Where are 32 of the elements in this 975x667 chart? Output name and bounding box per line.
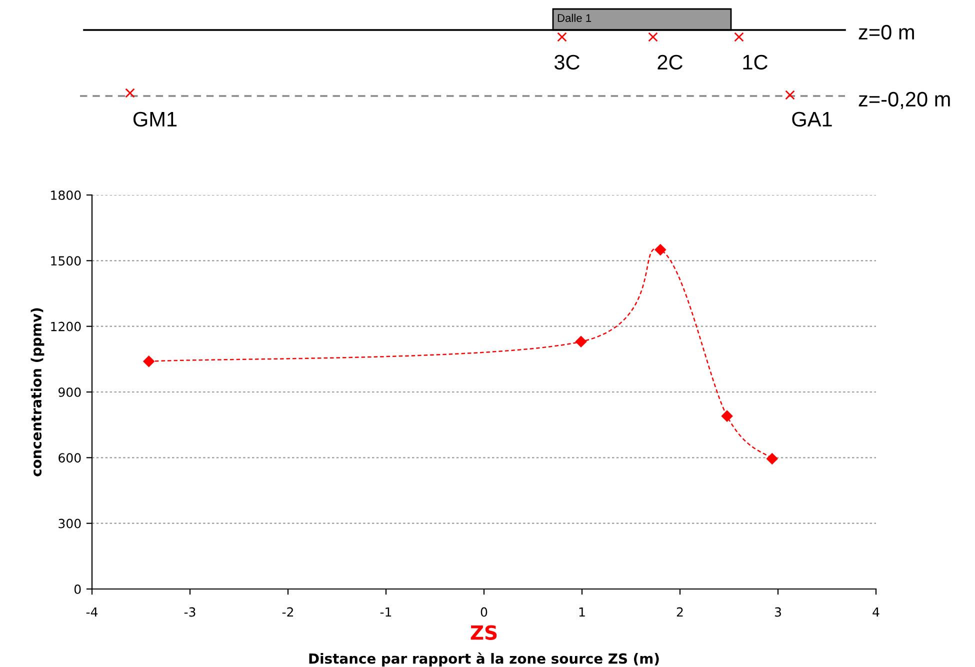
text: 2C (658, 54, 683, 70)
y-tick-label: 600 (58, 453, 81, 463)
text: GM1 (133, 112, 177, 127)
y-tick-label: 900 (58, 387, 81, 397)
point (654, 244, 666, 256)
y-tick-label: 300 (58, 518, 81, 528)
text: Dalle 1 (558, 14, 592, 22)
x-tick-label: 2 (676, 607, 683, 617)
y-tick-label: 0 (74, 584, 81, 594)
y-tick-label: 1500 (51, 256, 81, 266)
text: z=0 m (858, 24, 914, 40)
text: 1C (743, 54, 768, 70)
x-tick-label: -2 (282, 607, 293, 617)
x-axis-title: Distance par rapport à la zone source ZS (m) (309, 652, 659, 666)
x-tick-label: 4 (872, 607, 880, 617)
x-tick-label: 1 (579, 607, 585, 617)
point (766, 453, 778, 464)
point (721, 410, 733, 422)
text: 3C (554, 54, 580, 70)
point (575, 336, 587, 348)
x-tick-label: -4 (86, 607, 98, 617)
x-tick-label: -3 (184, 607, 196, 617)
text: ZS (470, 625, 497, 640)
y-tick-label: 1200 (51, 322, 81, 332)
x-tick-label: -1 (380, 607, 392, 617)
x-tick-label: 0 (480, 607, 488, 617)
x-tick-label: 3 (774, 607, 781, 617)
y-axis-title: concentration (ppmv) (30, 308, 44, 476)
point (143, 356, 154, 367)
text: GA1 (792, 112, 832, 127)
text: z=-0,20 m (858, 92, 950, 110)
y-tick-label: 1800 (51, 190, 81, 200)
